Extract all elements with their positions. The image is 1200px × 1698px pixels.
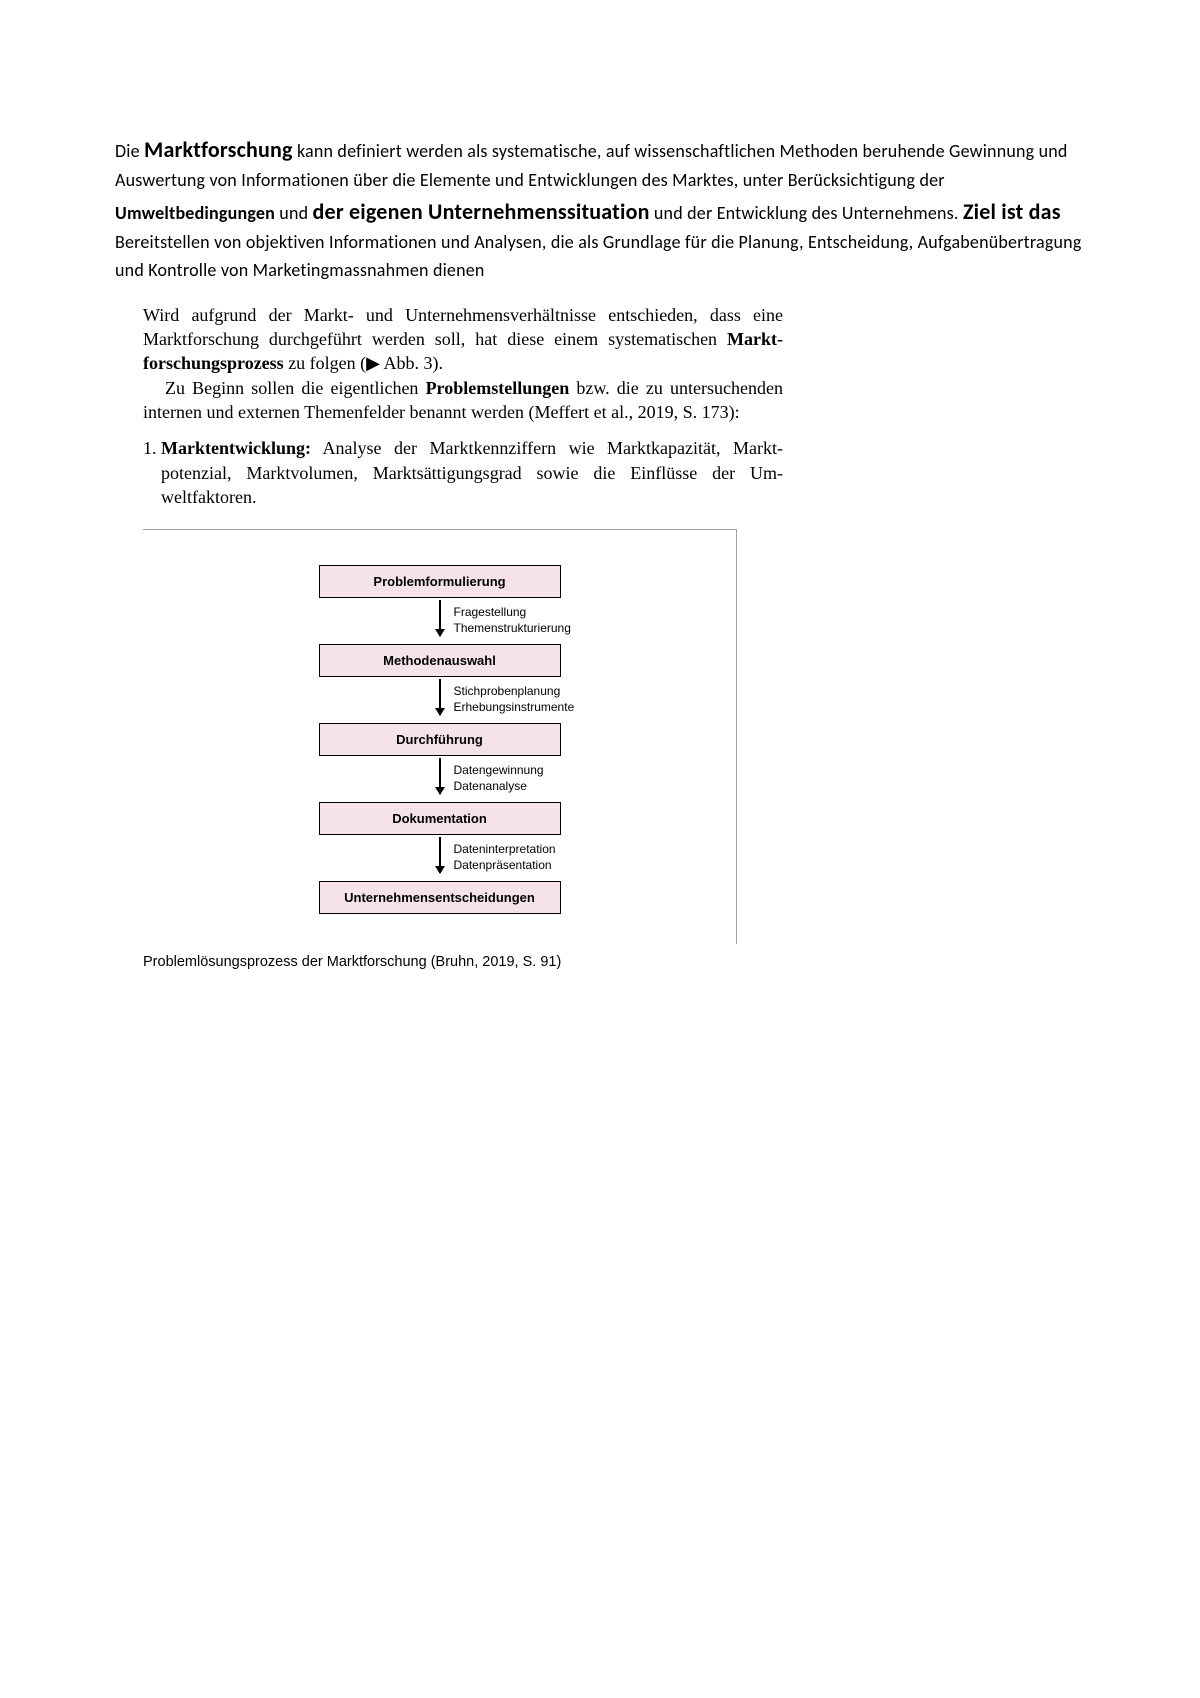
sub-line: Themenstrukturierung <box>454 620 571 636</box>
page: Die Marktforschung kann definiert werden… <box>0 0 1200 1030</box>
term-unternehmenssituation: der eigenen Unternehmenssituation <box>313 198 650 225</box>
sub-line: Erhebungsinstrumente <box>454 699 575 715</box>
figure-caption: Problemlösungsprozess der Marktforschung… <box>143 954 1085 970</box>
flow-sub-4: Dateninterpretation Datenpräsentation <box>324 835 556 881</box>
flow-sub-text: Fragestellung Themenstrukturierung <box>454 604 571 636</box>
arrow-down-icon <box>439 600 441 636</box>
serif-p2: Zu Beginn sollen die eigentlichen Proble… <box>143 376 783 425</box>
term-umweltbedingungen: Umweltbedingungen <box>115 202 275 224</box>
flow-sub-1: Fragestellung Themenstrukturierung <box>324 598 556 644</box>
sub-line: Datenanalyse <box>454 778 544 794</box>
arrow-down-icon <box>439 837 441 873</box>
flow-sub-text: Dateninterpretation Datenpräsentation <box>454 841 556 873</box>
term-marktforschung: Marktforschung <box>144 136 293 163</box>
text: Zu Beginn sollen die eigentlichen <box>165 378 426 398</box>
sub-line: Datenpräsentation <box>454 857 556 873</box>
list-item-1: 1. Marktentwicklung: Analyse der Marktke… <box>143 436 783 509</box>
arrow-down-icon <box>439 758 441 794</box>
intro-paragraph: Die Marktforschung kann definiert werden… <box>115 133 1085 285</box>
text: und <box>275 202 313 224</box>
arrow-down-icon <box>439 679 441 715</box>
text: Wird aufgrund der Markt- und Unternehmen… <box>143 305 783 349</box>
flow-box-3: Durchführung <box>319 723 561 756</box>
term-problemstellungen: Problemstellungen <box>426 378 570 398</box>
sub-line: Dateninterpretation <box>454 841 556 857</box>
flow-sub-text: Stichprobenplanung Erhebungsinstrumente <box>454 683 575 715</box>
text: und der Entwicklung des Unternehmens. <box>650 202 963 224</box>
flow-box-1: Problemformulierung <box>319 565 561 598</box>
flow-box-5: Unternehmensentscheidungen <box>319 881 561 914</box>
sub-line: Fragestellung <box>454 604 571 620</box>
list-title: Marktentwicklung: <box>161 438 311 458</box>
figure-frame: Problemformulierung Fragestellung Themen… <box>143 529 737 944</box>
term-ziel: Ziel ist das <box>963 198 1061 225</box>
sub-line: Stichprobenplanung <box>454 683 575 699</box>
text: zu folgen (▶ Abb. 3). <box>284 353 443 373</box>
flow-box-4: Dokumentation <box>319 802 561 835</box>
list-number: 1. <box>143 436 161 509</box>
flow-box-2: Methodenauswahl <box>319 644 561 677</box>
flow-sub-text: Datengewinnung Datenanalyse <box>454 762 544 794</box>
serif-p1: Wird aufgrund der Markt- und Unternehmen… <box>143 303 783 376</box>
flow-sub-3: Datengewinnung Datenanalyse <box>324 756 556 802</box>
serif-paragraphs: Wird aufgrund der Markt- und Unternehmen… <box>143 303 783 424</box>
flow-sub-2: Stichprobenplanung Erhebungsinstrumente <box>324 677 556 723</box>
text: Bereitstellen von objektiven Information… <box>115 231 1082 281</box>
flowchart: Problemformulierung Fragestellung Themen… <box>143 530 736 944</box>
list-body: Marktentwicklung: Analyse der Marktkennz… <box>161 436 783 509</box>
text: Die <box>115 140 144 162</box>
sub-line: Datengewinnung <box>454 762 544 778</box>
